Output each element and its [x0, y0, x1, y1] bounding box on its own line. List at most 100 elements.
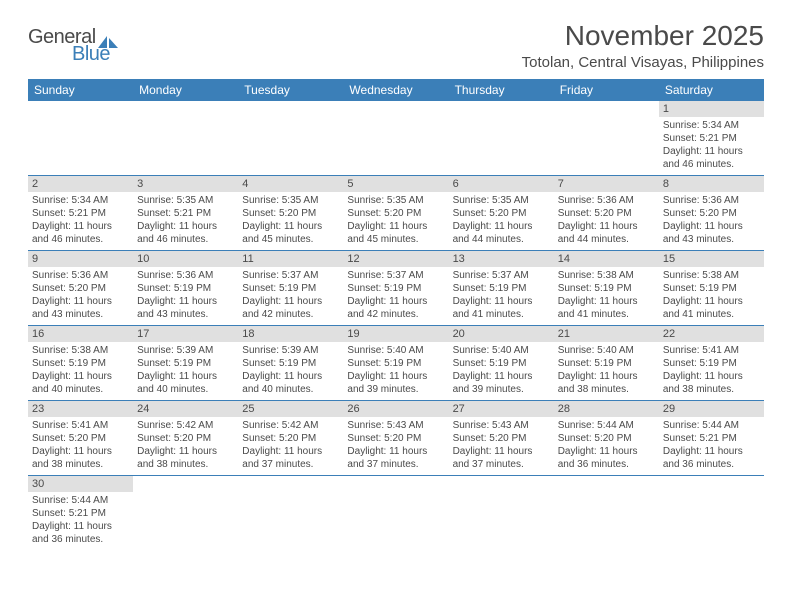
day-cell: 3Sunrise: 5:35 AMSunset: 5:21 PMDaylight… [133, 176, 238, 251]
calendar-table: SundayMondayTuesdayWednesdayThursdayFrid… [28, 79, 764, 550]
day-number: 7 [554, 176, 659, 192]
day-number: 25 [238, 401, 343, 417]
day-cell: 5Sunrise: 5:35 AMSunset: 5:20 PMDaylight… [343, 176, 448, 251]
day-number: 5 [343, 176, 448, 192]
header: GeneralBlue November 2025 Totolan, Centr… [28, 20, 764, 71]
day-cell [343, 476, 448, 551]
day-detail: Sunrise: 5:44 AMSunset: 5:21 PMDaylight:… [659, 417, 764, 475]
week-row: 30Sunrise: 5:44 AMSunset: 5:21 PMDayligh… [28, 476, 764, 551]
day-detail: Sunrise: 5:35 AMSunset: 5:20 PMDaylight:… [449, 192, 554, 250]
day-number: 30 [28, 476, 133, 492]
day-detail: Sunrise: 5:35 AMSunset: 5:20 PMDaylight:… [238, 192, 343, 250]
day-cell: 26Sunrise: 5:43 AMSunset: 5:20 PMDayligh… [343, 401, 448, 476]
day-cell: 7Sunrise: 5:36 AMSunset: 5:20 PMDaylight… [554, 176, 659, 251]
day-detail: Sunrise: 5:37 AMSunset: 5:19 PMDaylight:… [343, 267, 448, 325]
day-detail: Sunrise: 5:38 AMSunset: 5:19 PMDaylight:… [659, 267, 764, 325]
day-number: 16 [28, 326, 133, 342]
day-detail: Sunrise: 5:40 AMSunset: 5:19 PMDaylight:… [343, 342, 448, 400]
day-cell: 17Sunrise: 5:39 AMSunset: 5:19 PMDayligh… [133, 326, 238, 401]
day-cell: 27Sunrise: 5:43 AMSunset: 5:20 PMDayligh… [449, 401, 554, 476]
day-cell: 2Sunrise: 5:34 AMSunset: 5:21 PMDaylight… [28, 176, 133, 251]
day-header-monday: Monday [133, 79, 238, 101]
day-detail: Sunrise: 5:40 AMSunset: 5:19 PMDaylight:… [449, 342, 554, 400]
month-title: November 2025 [522, 20, 764, 52]
day-cell: 4Sunrise: 5:35 AMSunset: 5:20 PMDaylight… [238, 176, 343, 251]
day-header-sunday: Sunday [28, 79, 133, 101]
calendar-body: 1Sunrise: 5:34 AMSunset: 5:21 PMDaylight… [28, 101, 764, 550]
day-number: 18 [238, 326, 343, 342]
day-number: 29 [659, 401, 764, 417]
day-cell [238, 101, 343, 176]
day-cell [343, 101, 448, 176]
week-row: 23Sunrise: 5:41 AMSunset: 5:20 PMDayligh… [28, 401, 764, 476]
day-cell [133, 476, 238, 551]
day-cell: 9Sunrise: 5:36 AMSunset: 5:20 PMDaylight… [28, 251, 133, 326]
day-detail: Sunrise: 5:40 AMSunset: 5:19 PMDaylight:… [554, 342, 659, 400]
week-row: 9Sunrise: 5:36 AMSunset: 5:20 PMDaylight… [28, 251, 764, 326]
day-detail: Sunrise: 5:42 AMSunset: 5:20 PMDaylight:… [133, 417, 238, 475]
week-row: 2Sunrise: 5:34 AMSunset: 5:21 PMDaylight… [28, 176, 764, 251]
day-number: 20 [449, 326, 554, 342]
day-number: 11 [238, 251, 343, 267]
day-cell: 18Sunrise: 5:39 AMSunset: 5:19 PMDayligh… [238, 326, 343, 401]
day-detail: Sunrise: 5:36 AMSunset: 5:19 PMDaylight:… [133, 267, 238, 325]
day-number: 17 [133, 326, 238, 342]
week-row: 16Sunrise: 5:38 AMSunset: 5:19 PMDayligh… [28, 326, 764, 401]
day-cell [238, 476, 343, 551]
day-detail: Sunrise: 5:41 AMSunset: 5:19 PMDaylight:… [659, 342, 764, 400]
day-cell: 20Sunrise: 5:40 AMSunset: 5:19 PMDayligh… [449, 326, 554, 401]
day-detail: Sunrise: 5:39 AMSunset: 5:19 PMDaylight:… [238, 342, 343, 400]
day-cell: 1Sunrise: 5:34 AMSunset: 5:21 PMDaylight… [659, 101, 764, 176]
day-cell: 11Sunrise: 5:37 AMSunset: 5:19 PMDayligh… [238, 251, 343, 326]
day-cell: 19Sunrise: 5:40 AMSunset: 5:19 PMDayligh… [343, 326, 448, 401]
day-number: 28 [554, 401, 659, 417]
day-number: 19 [343, 326, 448, 342]
day-cell: 16Sunrise: 5:38 AMSunset: 5:19 PMDayligh… [28, 326, 133, 401]
day-number: 15 [659, 251, 764, 267]
day-detail: Sunrise: 5:37 AMSunset: 5:19 PMDaylight:… [238, 267, 343, 325]
day-cell [449, 476, 554, 551]
day-number: 8 [659, 176, 764, 192]
day-cell: 8Sunrise: 5:36 AMSunset: 5:20 PMDaylight… [659, 176, 764, 251]
day-detail: Sunrise: 5:34 AMSunset: 5:21 PMDaylight:… [28, 192, 133, 250]
location: Totolan, Central Visayas, Philippines [522, 54, 764, 71]
day-header-row: SundayMondayTuesdayWednesdayThursdayFrid… [28, 79, 764, 101]
day-cell [133, 101, 238, 176]
day-cell: 6Sunrise: 5:35 AMSunset: 5:20 PMDaylight… [449, 176, 554, 251]
day-detail: Sunrise: 5:43 AMSunset: 5:20 PMDaylight:… [343, 417, 448, 475]
day-header-saturday: Saturday [659, 79, 764, 101]
day-cell: 14Sunrise: 5:38 AMSunset: 5:19 PMDayligh… [554, 251, 659, 326]
day-cell [28, 101, 133, 176]
day-cell [554, 101, 659, 176]
day-detail: Sunrise: 5:35 AMSunset: 5:20 PMDaylight:… [343, 192, 448, 250]
day-detail: Sunrise: 5:36 AMSunset: 5:20 PMDaylight:… [28, 267, 133, 325]
day-detail: Sunrise: 5:38 AMSunset: 5:19 PMDaylight:… [28, 342, 133, 400]
day-detail: Sunrise: 5:39 AMSunset: 5:19 PMDaylight:… [133, 342, 238, 400]
logo: GeneralBlue [28, 26, 120, 66]
day-cell [659, 476, 764, 551]
day-cell: 12Sunrise: 5:37 AMSunset: 5:19 PMDayligh… [343, 251, 448, 326]
day-detail: Sunrise: 5:36 AMSunset: 5:20 PMDaylight:… [659, 192, 764, 250]
day-cell: 28Sunrise: 5:44 AMSunset: 5:20 PMDayligh… [554, 401, 659, 476]
day-number: 14 [554, 251, 659, 267]
day-detail: Sunrise: 5:38 AMSunset: 5:19 PMDaylight:… [554, 267, 659, 325]
day-cell: 23Sunrise: 5:41 AMSunset: 5:20 PMDayligh… [28, 401, 133, 476]
day-cell: 13Sunrise: 5:37 AMSunset: 5:19 PMDayligh… [449, 251, 554, 326]
day-detail: Sunrise: 5:35 AMSunset: 5:21 PMDaylight:… [133, 192, 238, 250]
day-cell: 29Sunrise: 5:44 AMSunset: 5:21 PMDayligh… [659, 401, 764, 476]
day-number: 24 [133, 401, 238, 417]
day-number: 10 [133, 251, 238, 267]
day-cell: 25Sunrise: 5:42 AMSunset: 5:20 PMDayligh… [238, 401, 343, 476]
day-cell: 10Sunrise: 5:36 AMSunset: 5:19 PMDayligh… [133, 251, 238, 326]
day-number: 1 [659, 101, 764, 117]
day-number: 2 [28, 176, 133, 192]
day-cell: 24Sunrise: 5:42 AMSunset: 5:20 PMDayligh… [133, 401, 238, 476]
day-number: 9 [28, 251, 133, 267]
day-number: 27 [449, 401, 554, 417]
day-detail: Sunrise: 5:36 AMSunset: 5:20 PMDaylight:… [554, 192, 659, 250]
day-number: 13 [449, 251, 554, 267]
day-header-friday: Friday [554, 79, 659, 101]
day-number: 3 [133, 176, 238, 192]
day-cell: 15Sunrise: 5:38 AMSunset: 5:19 PMDayligh… [659, 251, 764, 326]
day-detail: Sunrise: 5:34 AMSunset: 5:21 PMDaylight:… [659, 117, 764, 175]
